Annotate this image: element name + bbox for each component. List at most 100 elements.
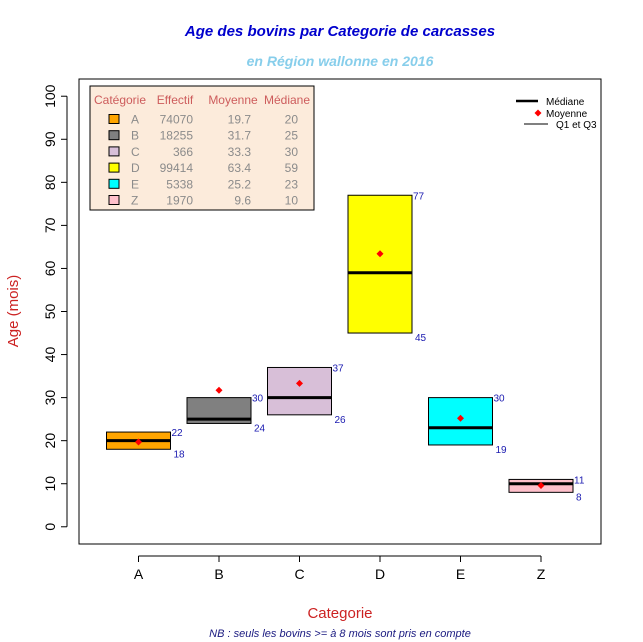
table-row: Z 1970 9.6 10: [108, 194, 299, 208]
legend-label: Moyenne: [546, 109, 588, 120]
mean-marker: [537, 481, 545, 489]
y-axis: 0 10 20 30 40 50 60 70 80 90 100: [42, 84, 68, 531]
mean-marker: [296, 379, 303, 387]
box-B: 30 24: [186, 386, 266, 434]
mean-marker: [457, 414, 464, 422]
q1-label: 45: [415, 333, 427, 344]
box-C: 37 26: [267, 363, 346, 426]
x-tick-label: C: [294, 566, 304, 582]
legend-item: Médiane: [516, 97, 585, 108]
table-cell-effectif: 99414: [160, 161, 194, 175]
table-cell-category: A: [131, 113, 139, 127]
table-cell-moyenne: 25.2: [228, 177, 252, 191]
table-cell-moyenne: 19.7: [228, 113, 252, 127]
table-cell-effectif: 18255: [160, 129, 194, 143]
q1-label: 18: [174, 449, 186, 460]
q1-label: 24: [254, 423, 266, 434]
q1-label: 19: [496, 445, 508, 456]
table-cell-mediane: 25: [285, 129, 299, 143]
mean-marker: [135, 438, 142, 446]
table-header: Médiane: [264, 93, 310, 107]
legend-item: Moyenne: [534, 109, 588, 120]
table-cell-moyenne: 33.3: [228, 145, 252, 159]
box-Z: 11 8: [508, 475, 585, 503]
q3-label: 77: [413, 191, 425, 202]
table-cell-moyenne: 9.6: [234, 194, 251, 208]
table-cell-effectif: 1970: [166, 194, 193, 208]
legend-mean-symbol: [534, 109, 542, 117]
q3-label: 37: [333, 363, 345, 374]
table-header: Catégorie: [94, 93, 146, 107]
table-cell-mediane: 59: [285, 161, 299, 175]
y-tick-label: 100: [42, 84, 58, 108]
y-tick-label: 40: [42, 347, 58, 363]
q3-label: 30: [252, 394, 264, 405]
table-color-swatch: [108, 114, 120, 124]
y-tick-label: 20: [42, 433, 58, 449]
x-tick-label: Z: [537, 566, 546, 582]
legend-item: Q1 et Q3: [524, 120, 597, 131]
table-header: Effectif: [157, 93, 194, 107]
table-cell-mediane: 30: [285, 145, 299, 159]
chart-title: Age des bovins par Categorie de carcasse…: [184, 23, 495, 40]
chart-subtitle: en Région wallonne en 2016: [247, 53, 434, 69]
table-cell-mediane: 23: [285, 177, 299, 191]
y-tick-label: 50: [42, 304, 58, 320]
table-row: D 99414 63.4 59: [108, 161, 299, 175]
table-cell-moyenne: 31.7: [228, 129, 252, 143]
table-row: A 74070 19.7 20: [108, 113, 299, 127]
q3-label: 22: [172, 428, 184, 439]
box-E: 30 19: [428, 394, 508, 456]
stats-table: Catégorie Effectif Moyenne Médiane A 74070 19.…: [89, 85, 315, 211]
table-color-swatch: [108, 162, 120, 173]
table-color-swatch: [108, 178, 120, 189]
table-color-swatch: [108, 146, 120, 157]
table-cell-mediane: 20: [285, 113, 299, 127]
table-row: C 366 33.3 30: [108, 145, 299, 159]
y-tick-label: 60: [42, 260, 58, 276]
box-D: 77 45: [347, 191, 427, 344]
y-tick-label: 70: [42, 217, 58, 233]
plot-frame: [78, 78, 602, 545]
table-cell-category: D: [131, 161, 140, 175]
x-tick-label: B: [214, 566, 223, 582]
table-color-swatch: [108, 195, 120, 205]
table-row: E 5338 25.2 23: [108, 177, 299, 191]
box-series: 22 18 30 24 37 26 77 45 30 19 11 8: [106, 191, 585, 503]
table-header: Moyenne: [208, 93, 258, 107]
table-cell-effectif: 74070: [160, 113, 194, 127]
table-cell-mediane: 10: [285, 194, 299, 208]
mean-marker: [215, 386, 223, 394]
y-tick-label: 10: [42, 476, 58, 492]
x-tick-label: E: [456, 566, 465, 582]
y-tick-label: 0: [42, 523, 58, 531]
legend-label: Q1 et Q3: [556, 120, 597, 131]
y-tick-label: 90: [42, 131, 58, 147]
mean-marker: [376, 250, 384, 258]
box-rect: [347, 194, 413, 334]
table-cell-moyenne: 63.4: [228, 161, 252, 175]
box-rect: [267, 366, 332, 416]
y-axis-label: Age (mois): [5, 275, 22, 348]
table-cell-category: Z: [131, 194, 138, 208]
box-A: 22 18: [106, 428, 186, 460]
table-color-swatch: [108, 130, 120, 141]
table-cell-category: C: [131, 145, 140, 159]
table-cell-effectif: 5338: [166, 177, 193, 191]
y-tick-label: 30: [42, 390, 58, 406]
q1-label: 8: [576, 492, 582, 503]
legend-label: Médiane: [546, 97, 585, 108]
x-tick-label: D: [375, 566, 385, 582]
table-row: B 18255 31.7 25: [108, 129, 299, 143]
footnote: NB : seuls les bovins >= à 8 mois sont p…: [209, 628, 471, 640]
table-cell-category: E: [131, 177, 139, 191]
x-axis-label: Categorie: [307, 605, 372, 622]
q3-label: 11: [574, 475, 585, 486]
table-cell-effectif: 366: [173, 145, 193, 159]
q3-label: 30: [494, 394, 506, 405]
y-tick-label: 80: [42, 174, 58, 190]
x-tick-label: A: [134, 566, 144, 582]
